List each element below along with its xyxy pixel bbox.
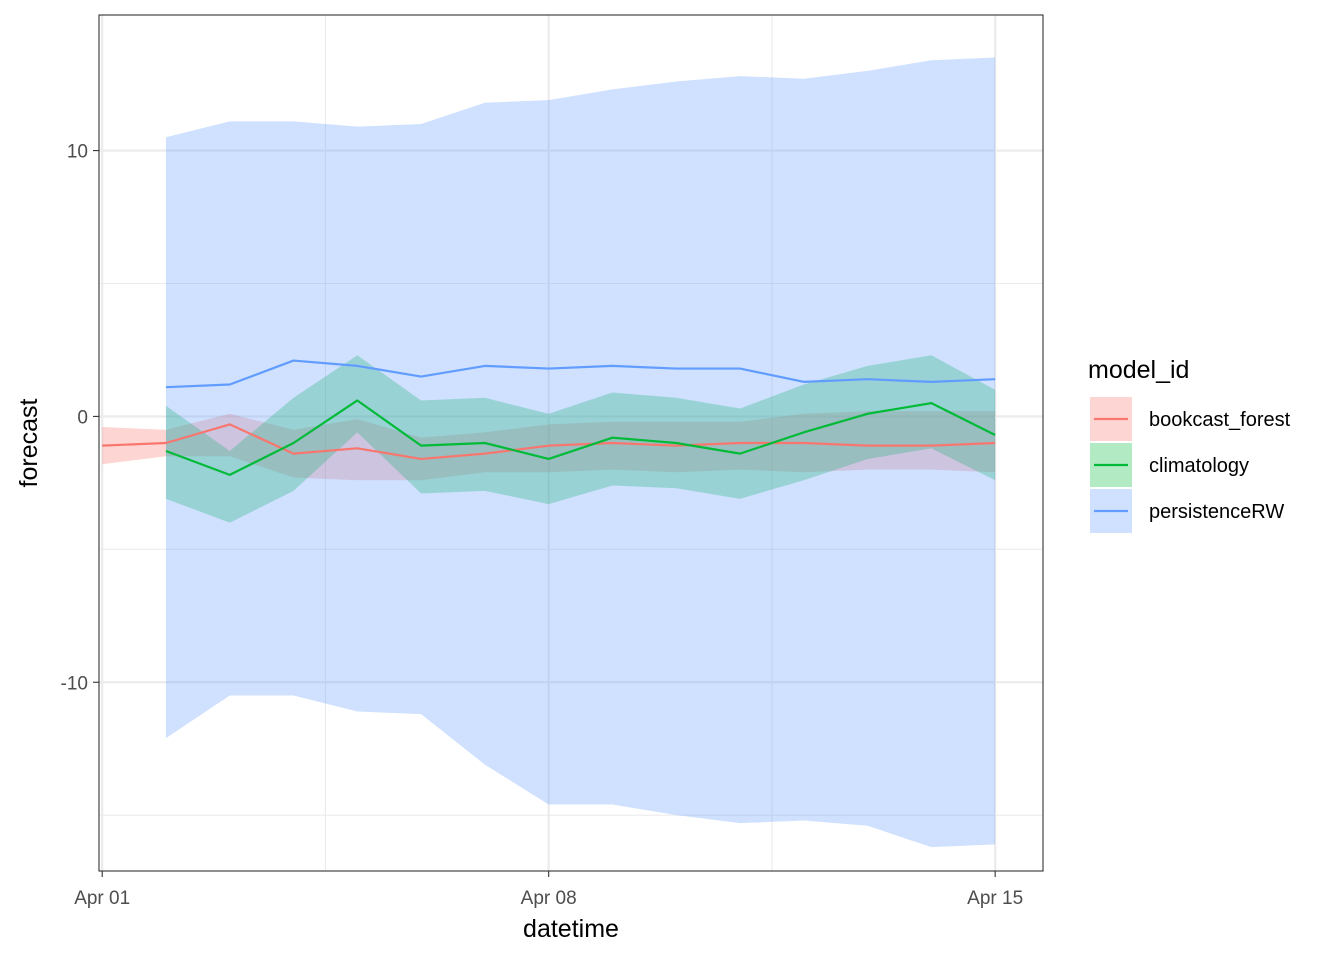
confidence-ribbons (102, 57, 996, 848)
line-persistenceRW (165, 359, 996, 389)
x-axis-title: datetime (523, 915, 619, 943)
legend-item-bookcast_forest: bookcast_forest (1090, 397, 1291, 441)
legend-label: bookcast_forest (1149, 409, 1291, 431)
ribbon-climatology (165, 355, 996, 523)
legend-label: climatology (1149, 455, 1249, 477)
axis-ticks (93, 150, 996, 877)
legend-item-climatology: climatology (1090, 443, 1249, 487)
forecast-lines (102, 359, 996, 477)
ribbon-persistenceRW (165, 57, 996, 848)
x-tick-label: Apr 15 (967, 888, 1023, 909)
x-tick-label: Apr 01 (74, 888, 130, 909)
minor-gridlines (99, 15, 1043, 871)
legend-title: model_id (1088, 356, 1189, 384)
y-tick-label: -10 (61, 673, 88, 694)
y-tick-label: 0 (77, 407, 88, 428)
line-climatology (165, 399, 996, 477)
legend-item-persistenceRW: persistenceRW (1090, 489, 1284, 533)
x-tick-label: Apr 08 (521, 888, 577, 909)
x-axis-tick-labels: Apr 01 Apr 08 Apr 15 (74, 888, 1023, 909)
legend: model_id bookcast_forest climatology persi… (1088, 356, 1291, 533)
line-bookcast_forest (102, 423, 996, 461)
plot-border (98, 14, 1044, 872)
legend-label: persistenceRW (1149, 501, 1284, 523)
y-axis-tick-labels: -10 0 10 (61, 142, 88, 695)
y-tick-label: 10 (67, 142, 88, 163)
y-axis-title: forecast (15, 398, 43, 487)
plot-panel (99, 15, 1043, 871)
